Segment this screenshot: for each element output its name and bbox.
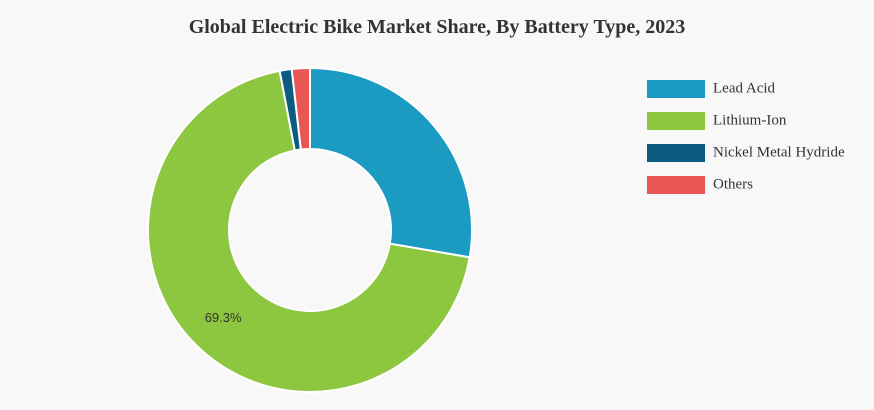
legend-label: Lithium-Ion xyxy=(713,112,787,128)
value-label: 69.3% xyxy=(205,310,242,325)
legend-swatch xyxy=(647,80,705,98)
donut-slice xyxy=(147,69,471,393)
donut-slice xyxy=(290,66,311,151)
legend-swatch xyxy=(647,176,705,194)
donut-slice xyxy=(309,66,473,259)
chart-title: Global Electric Bike Market Share, By Ba… xyxy=(189,16,686,38)
legend-swatch xyxy=(647,144,705,162)
legend-label: Nickel Metal Hydride xyxy=(713,144,845,160)
legend-swatch xyxy=(647,112,705,130)
legend-label: Others xyxy=(713,176,753,192)
legend-label: Lead Acid xyxy=(713,80,776,96)
